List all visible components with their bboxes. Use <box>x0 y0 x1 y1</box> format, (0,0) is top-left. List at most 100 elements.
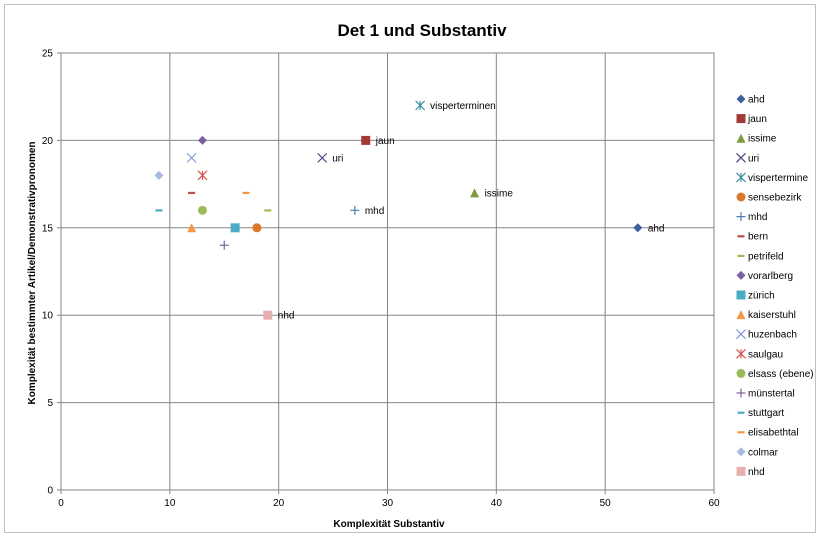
legend-marker <box>736 94 746 104</box>
data-point <box>197 170 208 181</box>
legend-entry: sensebezirk <box>736 192 802 204</box>
y-tick-label: 10 <box>42 311 54 322</box>
legend-label: sensebezirk <box>748 193 802 204</box>
x-tick-label: 0 <box>58 498 64 509</box>
legend-entry: saulgau <box>736 348 783 360</box>
data-point <box>415 100 426 111</box>
legend-label: huzenbach <box>748 330 797 341</box>
legend-marker <box>736 192 746 202</box>
chart-frame: Det 1 und Substantiv 0 10 20 30 40 50 60 0 5 10 15… <box>4 4 816 533</box>
legend-entry: elisabethtal <box>737 428 799 439</box>
legend-marker <box>737 254 745 257</box>
data-label: jaun <box>375 136 395 147</box>
legend-entry: huzenbach <box>736 329 797 341</box>
axes: 0 10 20 30 40 50 60 0 5 10 15 20 25 <box>42 49 720 510</box>
legend-label: nhd <box>748 467 765 478</box>
legend-entry: petrifeld <box>737 251 784 262</box>
x-tick-label: 30 <box>382 498 394 509</box>
scatter-chart: Det 1 und Substantiv 0 10 20 30 40 50 60 0 5 10 15… <box>27 21 814 530</box>
y-axis-title: Komplexität bestimmter Artikel/Demonstra… <box>27 141 38 404</box>
data-points <box>154 100 643 320</box>
data-point <box>361 135 371 145</box>
y-tick-label: 0 <box>47 486 53 497</box>
legend-marker <box>736 466 746 476</box>
data-point <box>317 152 328 163</box>
legend-label: kaiserstuhl <box>748 310 796 321</box>
data-point <box>264 209 272 212</box>
legend-label: ahd <box>748 95 765 106</box>
legend-entry: ahd <box>736 94 765 106</box>
data-point <box>242 191 250 195</box>
data-point <box>155 209 163 212</box>
legend-marker <box>736 447 746 457</box>
data-point <box>187 223 197 233</box>
legend-marker <box>736 388 746 398</box>
legend-entry: colmar <box>736 447 779 458</box>
legend-label: stuttgart <box>748 408 784 419</box>
x-axis-title: Komplexität Substantiv <box>333 519 445 530</box>
legend-label: mhd <box>748 212 767 223</box>
legend-marker <box>736 270 746 280</box>
data-point <box>197 135 207 145</box>
legend-marker <box>736 133 746 143</box>
legend-marker <box>736 290 746 300</box>
data-point <box>154 170 164 180</box>
legend-marker <box>736 114 746 124</box>
data-point <box>186 152 197 163</box>
data-label: visperterminen <box>430 101 496 112</box>
data-point <box>252 223 262 233</box>
y-tick-label: 5 <box>47 398 53 409</box>
legend-entry: jaun <box>736 114 767 125</box>
legend-marker <box>736 310 746 320</box>
legend-label: jaun <box>747 114 767 125</box>
legend-label: uri <box>748 153 759 164</box>
legend-entry: münstertal <box>736 388 795 400</box>
legend-label: vispertermine <box>748 173 808 184</box>
legend-entry: elsass (ebene) <box>736 368 814 380</box>
legend-label: elsass (ebene) <box>748 369 814 380</box>
y-tick-label: 25 <box>42 49 54 60</box>
legend-label: issime <box>748 134 777 145</box>
data-point <box>219 240 229 250</box>
legend-label: bern <box>748 232 768 243</box>
x-tick-label: 60 <box>708 498 720 509</box>
legend-entry: kaiserstuhl <box>736 310 796 321</box>
legend-entry: vorarlberg <box>736 270 793 282</box>
legend-entry: nhd <box>736 466 765 478</box>
legend-label: petrifeld <box>748 251 784 262</box>
legend-marker <box>736 172 746 183</box>
legend-marker <box>736 152 746 163</box>
legend-marker <box>737 411 745 414</box>
data-label: mhd <box>365 206 384 217</box>
data-label: uri <box>332 153 343 164</box>
data-labels: ahd jaun issime uri visperterminen mhd nhd <box>278 101 665 322</box>
data-point <box>470 188 480 198</box>
x-tick-label: 50 <box>600 498 612 509</box>
data-label: ahd <box>648 223 665 234</box>
data-point <box>633 223 643 233</box>
legend-label: zürich <box>748 291 775 302</box>
x-tick-label: 10 <box>164 498 176 509</box>
legend-label: münstertal <box>748 389 795 400</box>
legend-entry: bern <box>737 232 768 243</box>
data-point <box>188 191 196 195</box>
legend-entry: vispertermine <box>736 172 808 184</box>
legend-marker <box>737 235 745 238</box>
legend-entry: zürich <box>736 290 775 302</box>
legend-marker <box>737 431 745 434</box>
legend-entry: mhd <box>736 212 767 223</box>
data-point <box>197 205 207 215</box>
y-tick-label: 15 <box>42 223 54 234</box>
legend-marker <box>736 212 746 222</box>
legend-entry: uri <box>736 152 759 164</box>
legend-label: vorarlberg <box>748 271 793 282</box>
legend-label: saulgau <box>748 349 783 360</box>
data-label: nhd <box>278 311 295 322</box>
legend: ahd jaun issime uri vispertermine sensebezirk… <box>736 94 814 478</box>
x-tick-label: 20 <box>273 498 285 509</box>
legend-entry: stuttgart <box>737 408 784 419</box>
data-point <box>230 223 240 233</box>
legend-entry: issime <box>736 133 777 145</box>
legend-marker <box>736 329 746 340</box>
data-label: issime <box>485 188 514 199</box>
